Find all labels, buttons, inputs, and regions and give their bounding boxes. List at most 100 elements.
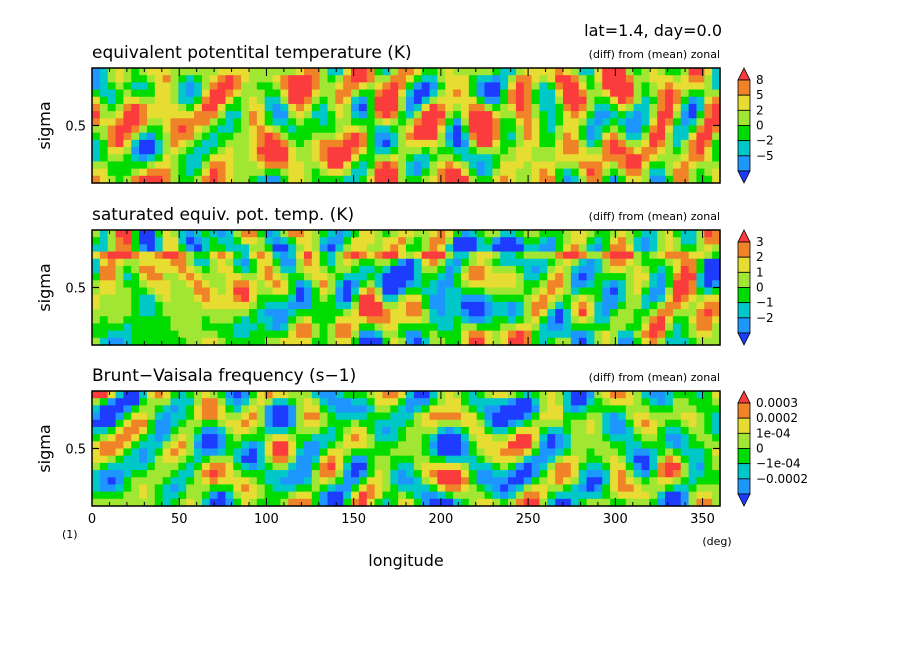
heatmap-cell bbox=[162, 244, 172, 253]
heatmap-cell bbox=[437, 330, 446, 339]
heatmap-cell bbox=[366, 462, 376, 471]
heatmap-cell bbox=[406, 448, 415, 457]
heatmap-cell bbox=[256, 258, 266, 267]
heatmap-cell bbox=[225, 154, 234, 163]
heatmap-cell bbox=[531, 316, 541, 325]
heatmap-cell bbox=[264, 405, 274, 414]
heatmap-cell bbox=[578, 161, 588, 170]
heatmap-cell bbox=[547, 301, 556, 310]
heatmap-cell bbox=[547, 68, 556, 76]
heatmap-cell bbox=[303, 265, 313, 274]
heatmap-cell bbox=[641, 161, 650, 170]
heatmap-cell bbox=[696, 251, 705, 260]
heatmap-cell bbox=[704, 75, 713, 83]
heatmap-cell bbox=[296, 398, 305, 406]
heatmap-cell bbox=[657, 75, 666, 83]
heatmap-cell bbox=[696, 337, 705, 346]
heatmap-cell bbox=[445, 448, 454, 457]
heatmap-cell bbox=[602, 491, 611, 500]
colorbar-segment bbox=[737, 256, 751, 273]
heatmap-cell bbox=[421, 89, 431, 98]
heatmap-cell bbox=[382, 111, 391, 119]
heatmap-cell bbox=[107, 498, 117, 507]
heatmap-cell bbox=[327, 230, 336, 238]
heatmap-cell bbox=[429, 309, 438, 317]
heatmap-cell bbox=[523, 132, 533, 141]
heatmap-cell bbox=[319, 258, 329, 267]
heatmap-cell bbox=[256, 391, 266, 399]
heatmap-cell bbox=[578, 323, 588, 332]
heatmap-cell bbox=[657, 419, 666, 428]
heatmap-cell bbox=[539, 251, 548, 260]
heatmap-cell bbox=[500, 68, 509, 76]
colorbar-level-label: 1 bbox=[756, 265, 764, 279]
heatmap-cell bbox=[413, 168, 423, 177]
heatmap-cell bbox=[649, 294, 658, 303]
heatmap-cell bbox=[610, 96, 619, 105]
heatmap-cell bbox=[539, 118, 548, 127]
heatmap-cell bbox=[602, 230, 611, 238]
heatmap-cell bbox=[233, 287, 242, 296]
heatmap-cell bbox=[303, 280, 313, 289]
heatmap-cell bbox=[256, 412, 266, 421]
heatmap-cell bbox=[264, 273, 274, 281]
heatmap-cell bbox=[594, 154, 603, 163]
heatmap-cell bbox=[657, 230, 666, 238]
heatmap-cell bbox=[343, 477, 352, 486]
heatmap-cell bbox=[508, 147, 517, 155]
heatmap-cell bbox=[555, 161, 564, 170]
heatmap-cell bbox=[398, 258, 407, 267]
heatmap-cell bbox=[99, 154, 109, 163]
heatmap-cell bbox=[696, 82, 705, 91]
heatmap-cell bbox=[657, 477, 666, 486]
heatmap-cell bbox=[523, 484, 533, 493]
heatmap-cell bbox=[406, 118, 415, 127]
heatmap-cell bbox=[123, 484, 132, 493]
heatmap-cell bbox=[539, 111, 548, 119]
heatmap-cell bbox=[178, 118, 187, 127]
heatmap-cell bbox=[131, 316, 140, 325]
heatmap-cell bbox=[186, 82, 195, 91]
heatmap-cell bbox=[107, 154, 117, 163]
heatmap-cell bbox=[688, 484, 698, 493]
heatmap-cell bbox=[390, 412, 399, 421]
heatmap-cell bbox=[272, 96, 281, 105]
heatmap-cell bbox=[390, 168, 399, 177]
heatmap-cell bbox=[186, 448, 195, 457]
heatmap-cell bbox=[327, 125, 336, 134]
heatmap-cell bbox=[154, 448, 164, 457]
heatmap-cell bbox=[665, 280, 674, 289]
heatmap-cell bbox=[421, 330, 431, 339]
heatmap-cell bbox=[303, 491, 313, 500]
heatmap-cell bbox=[303, 287, 313, 296]
heatmap-cell bbox=[170, 287, 179, 296]
heatmap-cell bbox=[445, 265, 454, 274]
heatmap-cell bbox=[696, 161, 705, 170]
heatmap-cell bbox=[256, 118, 266, 127]
heatmap-cell bbox=[547, 75, 556, 83]
heatmap-cell bbox=[460, 337, 470, 346]
heatmap-cell bbox=[429, 405, 438, 414]
heatmap-cell bbox=[170, 154, 179, 163]
heatmap-cell bbox=[445, 132, 454, 141]
heatmap-cell bbox=[233, 168, 242, 177]
heatmap-cell bbox=[641, 75, 650, 83]
heatmap-cell bbox=[696, 168, 705, 177]
heatmap-cell bbox=[633, 412, 643, 421]
heatmap-cell bbox=[696, 316, 705, 325]
heatmap-cell bbox=[99, 434, 109, 442]
heatmap-cell bbox=[429, 412, 438, 421]
heatmap-cell bbox=[406, 337, 415, 346]
heatmap-cell bbox=[712, 139, 721, 148]
heatmap-cell bbox=[437, 230, 446, 238]
heatmap-cell bbox=[296, 265, 305, 274]
heatmap-cell bbox=[665, 132, 674, 141]
heatmap-cell bbox=[170, 265, 179, 274]
heatmap-cell bbox=[657, 68, 666, 76]
heatmap-cell bbox=[696, 103, 705, 112]
heatmap-cell bbox=[515, 426, 525, 435]
heatmap-cell bbox=[657, 441, 666, 450]
heatmap-cell bbox=[343, 462, 352, 471]
heatmap-cell bbox=[264, 337, 274, 346]
heatmap-cell bbox=[712, 265, 721, 274]
